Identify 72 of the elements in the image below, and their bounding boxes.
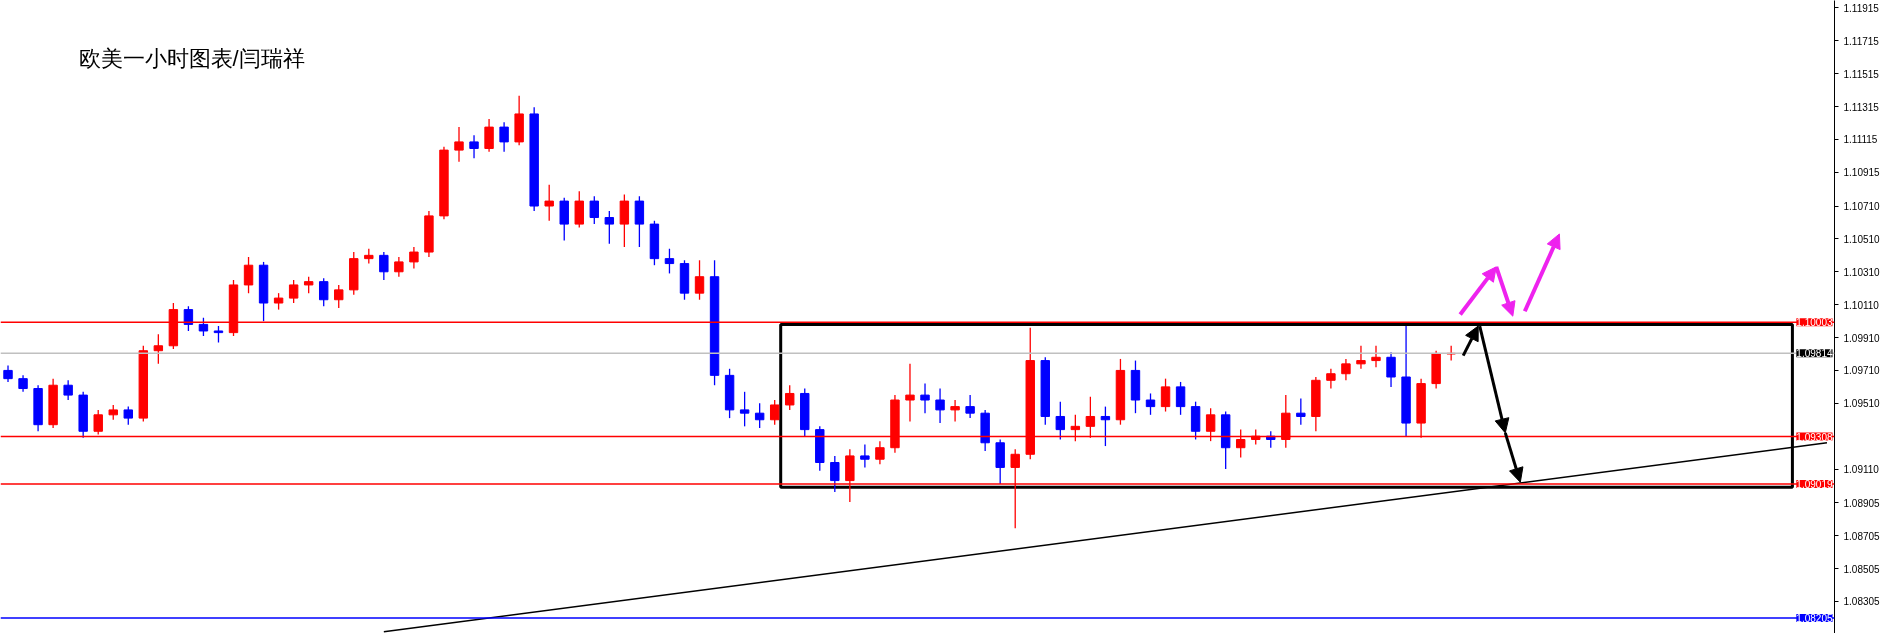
candlestick xyxy=(183,305,194,332)
candlestick xyxy=(634,195,645,248)
candlestick xyxy=(379,251,389,281)
y-tick-label: 1.10915 xyxy=(1843,167,1881,179)
candlestick xyxy=(935,387,945,424)
candlestick xyxy=(1175,381,1186,416)
candlestick xyxy=(288,279,299,304)
candlestick xyxy=(559,197,569,242)
y-tick-label: 1.10710 xyxy=(1843,201,1881,213)
candlestick xyxy=(454,126,464,163)
candlestick xyxy=(1341,358,1351,381)
candlestick xyxy=(589,195,599,225)
candlestick xyxy=(875,440,885,465)
candlestick xyxy=(950,399,960,423)
y-tick-label: 1.09710 xyxy=(1843,365,1881,377)
candlestick xyxy=(769,399,780,426)
candlestick xyxy=(499,121,509,153)
candlestick xyxy=(319,277,329,307)
y-tick-label: 1.10310 xyxy=(1843,266,1881,278)
candlestick xyxy=(123,405,133,426)
candlestick xyxy=(409,246,419,270)
candlestick xyxy=(484,118,494,153)
y-tick-label: 1.09510 xyxy=(1843,398,1881,410)
ref-line-label: 1.09019 xyxy=(1796,479,1833,491)
y-tick-label: 1.08505 xyxy=(1843,563,1881,575)
candlestick xyxy=(619,193,630,248)
candlestick xyxy=(1386,351,1396,388)
y-tick-label: 1.11115 xyxy=(1843,134,1878,146)
y-tick-label: 1.10510 xyxy=(1843,233,1881,245)
candlestick xyxy=(394,256,404,278)
y-tick-label: 1.09110 xyxy=(1843,464,1880,476)
candlestick xyxy=(1371,345,1381,368)
candlestick xyxy=(860,443,870,469)
candlestick xyxy=(1055,401,1066,441)
candlestick xyxy=(574,190,584,229)
y-tick-label: 1.11315 xyxy=(1843,101,1880,113)
candlestick xyxy=(604,210,615,245)
candlestick xyxy=(1160,378,1171,413)
candlestick xyxy=(905,363,915,423)
candlestick xyxy=(785,384,795,411)
y-tick-label: 1.08705 xyxy=(1843,530,1881,542)
ref-line-label: 1.09814 xyxy=(1796,348,1833,360)
candlestick xyxy=(334,284,344,309)
candlestick xyxy=(754,402,765,429)
y-tick-label: 1.08905 xyxy=(1843,497,1881,509)
candlestick xyxy=(1296,397,1306,426)
ref-line-label: 1.08205 xyxy=(1796,612,1833,624)
candlestick xyxy=(544,184,554,222)
candlestick xyxy=(739,391,750,427)
text: 欧美一小时图表/闫瑞祥 xyxy=(78,46,305,71)
y-tick-label: 1.11915 xyxy=(1843,2,1880,14)
candlestick xyxy=(198,317,209,337)
candlestick xyxy=(153,333,164,365)
candlestick xyxy=(243,256,254,294)
candlestick xyxy=(830,455,840,493)
candlestick xyxy=(664,248,675,275)
candlestick xyxy=(1100,405,1111,447)
y-tick-label: 1.11515 xyxy=(1843,68,1880,80)
candlestick xyxy=(965,394,975,419)
candlestick xyxy=(63,379,73,401)
y-tick-label: 1.10110 xyxy=(1843,299,1880,311)
y-tick-label: 1.11715 xyxy=(1843,35,1880,47)
y-tick-label: 1.09910 xyxy=(1843,332,1881,344)
ref-line-label: 1.10003 xyxy=(1796,317,1833,329)
candlestick xyxy=(920,382,930,414)
candlestick xyxy=(1145,392,1156,416)
ref-line-label: 1.09308 xyxy=(1796,431,1833,443)
candlestick xyxy=(469,134,479,159)
y-tick-label: 1.08305 xyxy=(1843,596,1881,608)
candlestick xyxy=(1356,345,1366,370)
candlestick xyxy=(694,259,705,301)
candlestick xyxy=(1326,368,1336,390)
